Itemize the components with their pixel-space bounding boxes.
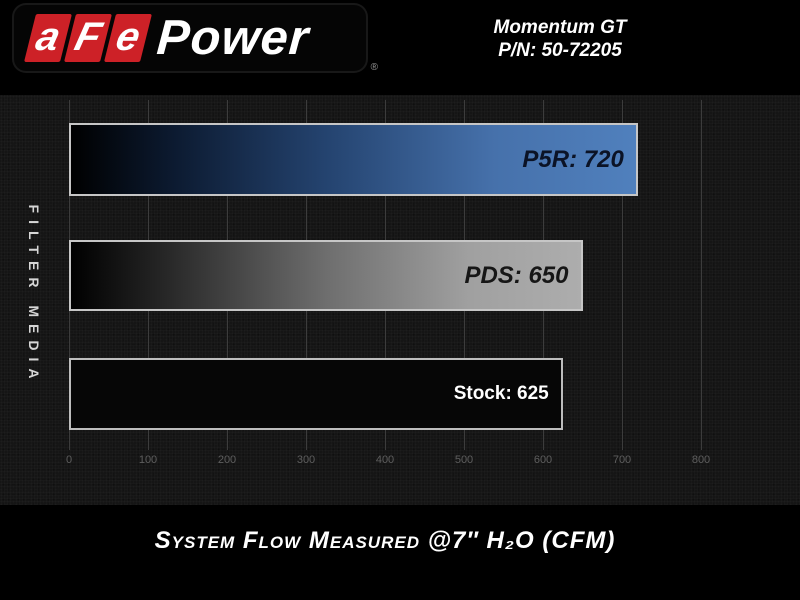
bar-chart: FILTER MEDIA P5R: 720 PDS: 650 Stock: 62… [0, 95, 800, 505]
bars-container: P5R: 720 PDS: 650 Stock: 625 [69, 95, 701, 505]
bar-stock: Stock: 625 [69, 358, 563, 430]
registered-trademark-icon: ® [370, 62, 378, 73]
product-name: Momentum GT [493, 17, 627, 38]
bar-stock-value-label: Stock: 625 [453, 383, 549, 404]
x-axis-caption: System Flow Measured @7″ H₂O (CFM) [154, 527, 616, 554]
gridline [622, 100, 623, 450]
x-tick-label: 700 [612, 454, 632, 466]
afe-power-logo: a F e Power ® [14, 5, 378, 73]
gridline [701, 100, 702, 450]
x-tick-label: 600 [533, 454, 553, 466]
x-tick-label: 800 [691, 454, 711, 466]
x-tick-label: 100 [138, 454, 158, 466]
logo-wordmark: Power [155, 11, 311, 65]
x-tick-label: 0 [65, 454, 73, 466]
x-axis-ticks: 0 100 200 300 400 500 600 700 800 [65, 454, 710, 470]
footer-bar: System Flow Measured @7″ H₂O (CFM) [0, 505, 800, 600]
bar-pds-value-label: PDS: 650 [464, 261, 569, 289]
logo-letter-e: e [104, 14, 152, 62]
x-tick-label: 400 [375, 454, 395, 466]
x-tick-label: 300 [296, 454, 316, 466]
x-tick-label: 200 [217, 454, 237, 466]
bar-p5r: P5R: 720 [69, 123, 638, 196]
bar-p5r-value-label: P5R: 720 [522, 145, 624, 173]
product-title: Momentum GT P/N: 50-72205 [460, 16, 660, 62]
product-part-number: P/N: 50-72205 [498, 40, 622, 61]
bar-pds: PDS: 650 [69, 240, 583, 311]
header-bar: a F e Power ® Momentum GT P/N: 50-72205 [0, 0, 800, 95]
x-tick-label: 500 [454, 454, 474, 466]
y-axis-label: FILTER MEDIA [26, 204, 42, 386]
